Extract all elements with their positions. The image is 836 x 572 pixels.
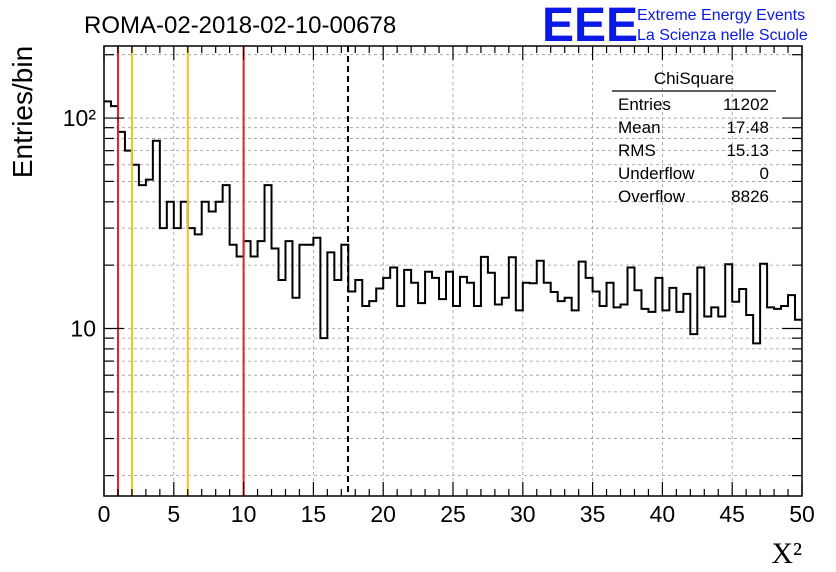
x-tick-label: 45 (719, 501, 745, 527)
stats-row-value: 11202 (723, 95, 769, 114)
y-tick-label: 10² (63, 105, 97, 131)
chart-title: ROMA-02-2018-02-10-00678 (84, 12, 396, 39)
x-tick-label: 15 (301, 501, 327, 527)
stats-row-value: 0 (760, 164, 769, 183)
x-tick-label: 35 (580, 501, 606, 527)
stats-title: ChiSquare (654, 69, 734, 88)
x-tick-label: 20 (370, 501, 396, 527)
stats-row-label: Overflow (618, 187, 686, 206)
stats-row-label: RMS (618, 141, 656, 160)
x-tick-label: 5 (167, 501, 180, 527)
axis-ticks (103, 46, 803, 496)
histogram-outline (104, 100, 802, 345)
x-axis-label: X² (771, 537, 802, 570)
x-tick-labels: 0 5 10 15 20 25 30 35 40 45 50 (98, 501, 815, 527)
histogram-bars (104, 100, 802, 345)
x-tick-label: 25 (440, 501, 466, 527)
stats-rows: Entries 11202 Mean 17.48 RMS 15.13 Underflow 0 O… (618, 95, 769, 206)
eee-logo-mark: EEE (542, 0, 638, 52)
stats-row-value: 8826 (731, 187, 769, 206)
y-tick-label: 10 (70, 316, 96, 342)
x-tick-label: 0 (98, 501, 111, 527)
x-tick-label: 10 (231, 501, 257, 527)
x-tick-label: 40 (650, 501, 676, 527)
y-tick-labels: 10 10² (63, 105, 97, 341)
y-axis-label: Entries/bin (7, 46, 38, 178)
stats-row-label: Mean (618, 118, 661, 137)
eee-logo: EEE Extreme Energy Events La Scienza nel… (542, 0, 808, 52)
marker-lines (116, 46, 350, 496)
stats-row-value: 15.13 (726, 141, 769, 160)
x-tick-label: 50 (789, 501, 815, 527)
eee-logo-line1: Extreme Energy Events (637, 7, 805, 24)
eee-logo-line2: La Scienza nelle Scuole (637, 27, 808, 44)
stats-row-label: Underflow (618, 164, 695, 183)
stats-box: ChiSquare Entries 11202 Mean 17.48 RMS 15.13 U… (612, 69, 776, 206)
stats-row-value: 17.48 (726, 118, 769, 137)
stats-row-label: Entries (618, 95, 671, 114)
x-tick-label: 30 (510, 501, 536, 527)
